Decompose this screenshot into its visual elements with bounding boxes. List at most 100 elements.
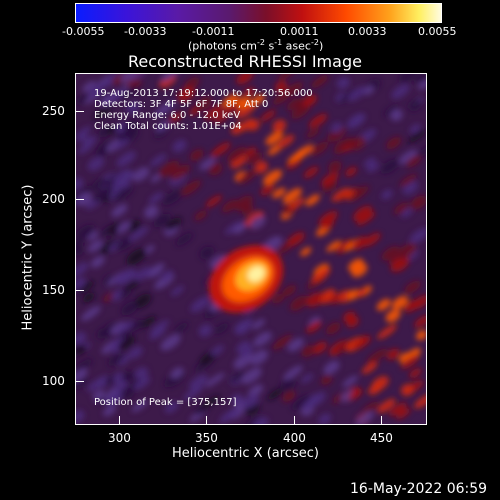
image-texture-blob bbox=[361, 361, 378, 374]
image-texture-blob bbox=[103, 405, 116, 417]
x-tick-mark bbox=[206, 416, 207, 425]
colorbar-tick: -0.0055 bbox=[62, 25, 105, 38]
image-texture-blob bbox=[289, 295, 308, 311]
image-texture-blob bbox=[390, 256, 410, 272]
image-texture-blob bbox=[180, 180, 202, 196]
image-texture-blob bbox=[236, 74, 254, 85]
image-texture-blob bbox=[272, 334, 293, 350]
energy-range-text: Energy Range: 6.0 - 12.0 keV bbox=[94, 110, 241, 121]
image-texture-blob bbox=[126, 248, 147, 265]
image-texture-blob bbox=[408, 129, 426, 143]
image-texture-blob bbox=[260, 109, 276, 122]
image-texture-blob bbox=[403, 299, 420, 313]
image-texture-blob bbox=[76, 262, 89, 278]
image-texture-blob bbox=[210, 142, 231, 158]
image-texture-blob bbox=[396, 407, 411, 420]
image-texture-blob bbox=[76, 244, 84, 257]
clean-counts-text: Clean Total counts: 1.01E+04 bbox=[94, 121, 242, 132]
image-texture-blob bbox=[208, 162, 223, 176]
image-texture-blob bbox=[272, 119, 287, 133]
image-texture-blob bbox=[253, 417, 269, 424]
image-texture-blob bbox=[311, 75, 329, 88]
image-texture-blob bbox=[134, 266, 153, 281]
image-texture-blob bbox=[121, 371, 133, 382]
image-texture-blob bbox=[116, 151, 136, 167]
image-texture-blob bbox=[415, 144, 426, 158]
image-texture-blob bbox=[366, 348, 387, 364]
image-texture-blob bbox=[301, 373, 314, 384]
image-texture-blob bbox=[283, 365, 303, 381]
image-texture-blob bbox=[113, 186, 134, 202]
image-texture-blob bbox=[352, 236, 369, 250]
image-texture-blob bbox=[87, 378, 105, 392]
image-texture-blob bbox=[241, 204, 254, 215]
y-tick-mark bbox=[75, 381, 84, 382]
image-texture-blob bbox=[214, 111, 231, 124]
image-texture-blob bbox=[350, 114, 366, 127]
y-axis-label: Heliocentric Y (arcsec) bbox=[20, 184, 36, 331]
image-texture-blob bbox=[251, 319, 266, 330]
image-texture-blob bbox=[320, 218, 335, 230]
image-texture-blob bbox=[404, 280, 421, 294]
x-axis-label: Heliocentric X (arcsec) bbox=[172, 446, 319, 461]
image-texture-blob bbox=[172, 139, 187, 153]
image-texture-blob bbox=[301, 345, 315, 358]
image-texture-blob bbox=[380, 159, 399, 174]
image-texture-blob bbox=[391, 84, 410, 99]
image-texture-blob bbox=[254, 161, 268, 174]
image-texture-blob bbox=[320, 375, 333, 385]
image-texture-blob bbox=[409, 227, 426, 244]
image-texture-blob bbox=[160, 270, 174, 281]
image-texture-blob bbox=[177, 86, 195, 102]
image-texture-blob bbox=[133, 376, 151, 390]
image-texture-blob bbox=[98, 125, 114, 138]
image-texture-blob bbox=[236, 96, 251, 110]
image-texture-blob bbox=[92, 389, 106, 401]
image-texture-blob bbox=[133, 293, 152, 309]
x-tick-mark bbox=[119, 416, 120, 425]
image-texture-blob bbox=[400, 208, 413, 218]
image-texture-blob bbox=[81, 305, 101, 321]
image-texture-blob bbox=[199, 157, 216, 171]
image-texture-blob bbox=[377, 324, 397, 340]
image-texture-blob bbox=[253, 331, 272, 347]
image-texture-blob bbox=[286, 98, 303, 111]
image-texture-blob bbox=[116, 236, 133, 251]
image-texture-blob bbox=[241, 394, 259, 409]
image-texture-blob bbox=[219, 408, 239, 424]
image-texture-blob bbox=[76, 358, 93, 372]
image-texture-blob bbox=[108, 352, 125, 366]
image-texture-blob bbox=[190, 296, 210, 313]
image-texture-blob bbox=[272, 293, 285, 304]
image-texture-blob bbox=[162, 189, 183, 206]
image-texture-blob bbox=[385, 309, 401, 323]
image-texture-blob bbox=[226, 146, 247, 163]
image-texture-blob bbox=[234, 318, 254, 333]
colorbar-tick: 0.0011 bbox=[280, 25, 319, 38]
colorbar-unit-label: (photons cm-2 s-1 asec-2) bbox=[188, 38, 324, 53]
image-texture-blob bbox=[236, 340, 252, 354]
image-texture-blob bbox=[386, 348, 400, 360]
image-texture-blob bbox=[198, 324, 212, 337]
image-texture-blob bbox=[311, 267, 331, 283]
image-texture-blob bbox=[221, 93, 239, 108]
image-texture-blob bbox=[233, 222, 248, 234]
image-texture-blob bbox=[288, 197, 305, 210]
image-texture-blob bbox=[406, 155, 421, 168]
image-texture-blob bbox=[76, 177, 84, 191]
image-texture-blob bbox=[110, 321, 127, 335]
image-texture-blob bbox=[390, 109, 403, 121]
peak-position-text: Position of Peak = [375,157] bbox=[94, 397, 237, 408]
image-texture-blob bbox=[322, 179, 338, 193]
image-texture-blob bbox=[158, 160, 180, 178]
image-texture-blob bbox=[183, 385, 203, 401]
image-heatmap bbox=[76, 74, 426, 424]
image-texture-blob bbox=[93, 105, 113, 120]
image-texture-blob bbox=[149, 153, 167, 167]
image-texture-blob bbox=[408, 99, 422, 112]
image-texture-blob bbox=[376, 298, 391, 311]
y-tick-label: 150 bbox=[42, 283, 65, 297]
colorbar-tick: -0.0033 bbox=[124, 25, 167, 38]
image-texture-blob bbox=[87, 156, 105, 171]
image-texture-blob bbox=[368, 382, 383, 395]
